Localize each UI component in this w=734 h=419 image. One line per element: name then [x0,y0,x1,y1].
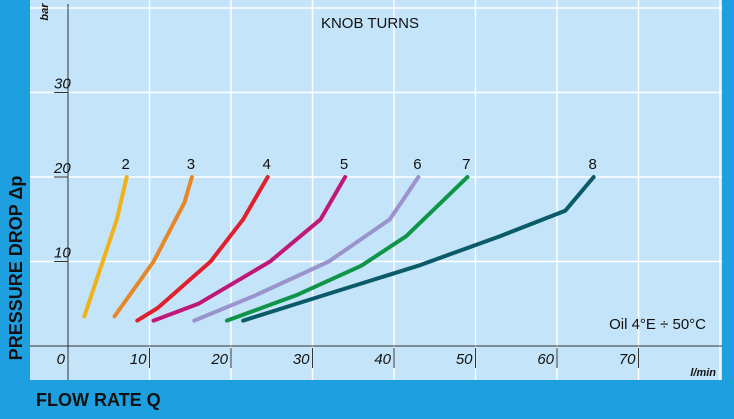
x-tick-label: 60 [537,351,554,368]
bottom-band [0,380,734,419]
series-label-6: 6 [413,156,421,173]
axes [30,4,722,380]
series-label-5: 5 [340,156,348,173]
oil-annotation: Oil 4°E ÷ 50°C [609,316,706,333]
left-band [0,0,30,419]
series-line-3 [112,175,194,319]
grid [30,0,722,380]
y-tick-label: 20 [53,160,71,177]
series-line-8 [241,175,596,323]
right-band [722,0,734,419]
series-label-3: 3 [187,156,195,173]
series-line-5 [151,175,348,323]
labels-group: 0 10 20 30 40 50 60 70 10 20 30 2 3 4 5 6 7 8 [53,76,636,369]
y-unit-label: bar [39,3,51,21]
series-line-6 [192,175,421,323]
x-tick-label: 20 [210,351,228,368]
series-label-4: 4 [263,156,271,173]
chart-title: KNOB TURNS [321,15,419,32]
x-tick-label: 70 [619,351,636,368]
x-tick-label: 50 [456,351,473,368]
series-line-2 [82,175,129,319]
x-tick-label: 0 [57,351,66,368]
y-tick-label: 10 [54,245,71,262]
x-axis-title: FLOW RATE Q [36,390,161,410]
series-group [82,175,596,323]
series-label-8: 8 [589,156,597,173]
series-label-7: 7 [462,156,470,173]
x-unit-label: l/min [690,367,716,379]
y-tick-label: 30 [54,76,71,93]
series-label-2: 2 [122,156,130,173]
x-tick-label: 30 [293,351,310,368]
series-line-4 [135,175,270,323]
x-tick-label: 10 [130,351,147,368]
series-line-7 [224,175,470,323]
y-axis-title: PRESSURE DROP Δp [6,176,26,361]
x-tick-label: 40 [374,351,391,368]
